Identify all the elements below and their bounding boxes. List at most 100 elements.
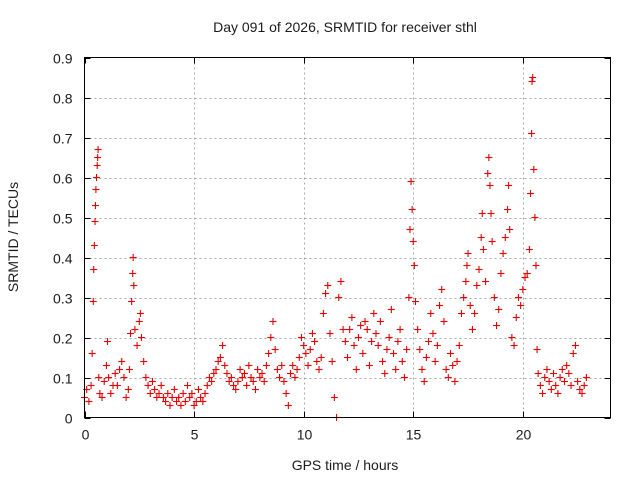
data-point bbox=[93, 174, 101, 181]
data-point bbox=[254, 366, 262, 373]
data-point bbox=[262, 362, 270, 369]
y-tick-label: 0.4 bbox=[53, 251, 73, 267]
data-point bbox=[199, 398, 207, 405]
data-point bbox=[354, 334, 362, 341]
data-point bbox=[447, 350, 455, 357]
data-point bbox=[531, 214, 539, 221]
data-point bbox=[567, 382, 575, 389]
data-point bbox=[471, 310, 479, 317]
y-axis-label: SRMTID / TECUs bbox=[5, 182, 21, 292]
data-point bbox=[203, 382, 211, 389]
data-point bbox=[525, 246, 533, 253]
data-point bbox=[478, 210, 486, 217]
data-point bbox=[365, 362, 373, 369]
y-tick-label: 0.5 bbox=[53, 211, 73, 227]
data-point bbox=[541, 374, 549, 381]
data-points bbox=[81, 74, 590, 421]
data-point bbox=[510, 342, 518, 349]
data-point bbox=[528, 130, 536, 137]
data-point bbox=[116, 366, 124, 373]
data-point bbox=[197, 394, 205, 401]
data-point bbox=[177, 402, 185, 409]
data-point bbox=[394, 338, 402, 345]
data-point bbox=[344, 354, 351, 361]
data-point bbox=[317, 354, 325, 361]
data-point bbox=[523, 270, 531, 277]
data-point bbox=[418, 366, 426, 373]
y-tick-label: 0.9 bbox=[53, 51, 73, 67]
data-point bbox=[170, 386, 178, 393]
data-point bbox=[258, 370, 266, 377]
data-point bbox=[545, 378, 553, 385]
data-point bbox=[438, 286, 446, 293]
data-point bbox=[487, 210, 495, 217]
data-point bbox=[308, 330, 316, 337]
data-point bbox=[571, 342, 579, 349]
data-point bbox=[576, 386, 584, 393]
data-point bbox=[357, 322, 365, 329]
data-point bbox=[499, 250, 507, 257]
data-point bbox=[563, 362, 571, 369]
chart-title: Day 091 of 2026, SRMTID for receiver sth… bbox=[213, 19, 477, 35]
data-point bbox=[484, 170, 492, 177]
data-point bbox=[529, 74, 537, 81]
data-point bbox=[144, 382, 152, 389]
data-point bbox=[387, 306, 395, 313]
data-point bbox=[425, 338, 433, 345]
x-tick-label: 20 bbox=[516, 427, 532, 443]
data-point bbox=[363, 326, 371, 333]
data-point bbox=[113, 382, 121, 389]
data-point bbox=[153, 394, 161, 401]
data-point bbox=[390, 350, 398, 357]
data-point bbox=[475, 266, 483, 273]
data-point bbox=[352, 366, 360, 373]
x-axis-label: GPS time / hours bbox=[292, 457, 399, 473]
data-point bbox=[482, 278, 490, 285]
data-point bbox=[319, 310, 327, 317]
data-point bbox=[94, 146, 102, 153]
data-point bbox=[506, 226, 514, 233]
data-point bbox=[240, 370, 248, 377]
data-point bbox=[256, 374, 264, 381]
data-point bbox=[227, 374, 235, 381]
data-point bbox=[173, 398, 181, 405]
data-point bbox=[436, 302, 444, 309]
y-tick-label: 0.3 bbox=[53, 291, 73, 307]
data-point bbox=[580, 382, 588, 389]
data-point bbox=[521, 274, 529, 281]
data-point bbox=[291, 374, 299, 381]
data-point bbox=[455, 342, 463, 349]
data-point bbox=[94, 154, 102, 161]
data-point bbox=[91, 202, 99, 209]
data-point bbox=[260, 378, 268, 385]
data-point bbox=[122, 394, 130, 401]
data-point bbox=[162, 398, 170, 405]
data-point bbox=[181, 398, 189, 405]
data-point bbox=[324, 282, 332, 289]
plot-frame bbox=[84, 57, 611, 418]
data-point bbox=[188, 390, 196, 397]
y-tick-label: 0.1 bbox=[53, 371, 73, 387]
data-point bbox=[287, 370, 295, 377]
data-point bbox=[179, 390, 187, 397]
data-point bbox=[346, 326, 354, 333]
data-point bbox=[234, 378, 242, 385]
data-point bbox=[539, 390, 547, 397]
x-tick-label: 0 bbox=[82, 427, 90, 443]
data-point bbox=[554, 390, 562, 397]
data-point bbox=[238, 374, 246, 381]
data-point bbox=[190, 402, 198, 409]
data-point bbox=[125, 366, 133, 373]
data-point bbox=[219, 342, 227, 349]
data-point bbox=[528, 78, 536, 85]
data-point bbox=[550, 370, 558, 377]
data-point bbox=[265, 350, 273, 357]
data-point bbox=[433, 342, 441, 349]
data-point bbox=[411, 298, 419, 305]
data-point bbox=[527, 190, 535, 197]
data-point bbox=[315, 366, 323, 373]
data-point bbox=[284, 402, 292, 409]
data-point bbox=[420, 378, 428, 385]
data-point bbox=[464, 250, 472, 257]
